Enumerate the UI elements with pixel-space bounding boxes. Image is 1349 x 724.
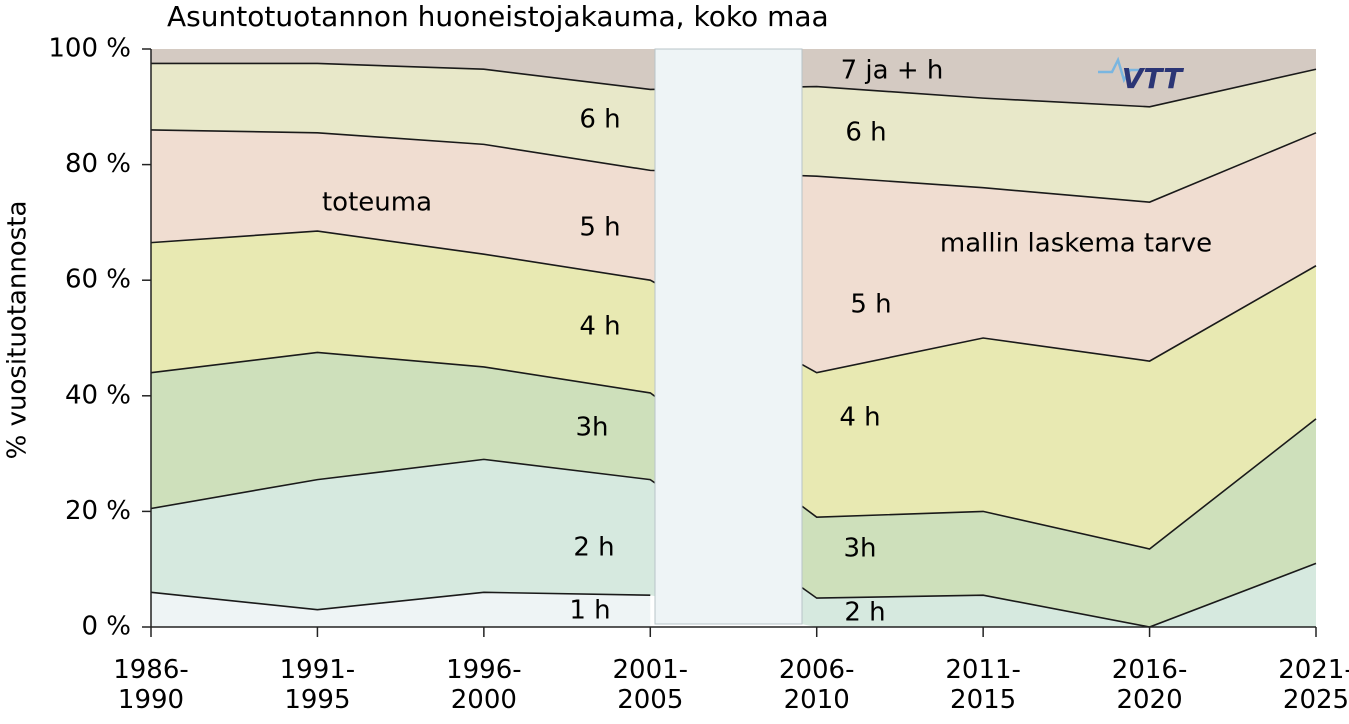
x-tick-label: 2006- 2010 bbox=[778, 655, 855, 715]
x-tick-label: 1996- 2000 bbox=[446, 655, 522, 715]
x-tick-label: 1991- 1995 bbox=[279, 655, 356, 715]
series-label: 6 h bbox=[845, 118, 886, 148]
logo-wave bbox=[1098, 56, 1140, 84]
series-label: 5 h bbox=[579, 213, 620, 243]
x-tick-label: 2011- 2015 bbox=[945, 655, 1021, 715]
x-tick-label: 2016- 2020 bbox=[1111, 655, 1188, 715]
series-label: 1 h bbox=[569, 596, 610, 626]
series-label: 2 h bbox=[844, 598, 885, 628]
series-label: 3h bbox=[575, 413, 608, 443]
area bbox=[151, 592, 651, 627]
series-label: 3h bbox=[843, 534, 876, 564]
y-tick-label: 80 % bbox=[65, 149, 131, 179]
logo: VTT bbox=[1122, 62, 1184, 95]
series-label: 4 h bbox=[579, 312, 620, 342]
y-axis-label: % vuosituotannosta bbox=[3, 201, 33, 460]
y-tick-label: 0 % bbox=[81, 612, 131, 642]
y-tick-label: 100 % bbox=[48, 34, 131, 64]
y-tick-label: 40 % bbox=[65, 380, 131, 410]
gap-box bbox=[654, 48, 803, 625]
x-tick-label: 2001- 2005 bbox=[612, 655, 689, 715]
y-tick-label: 20 % bbox=[65, 496, 131, 526]
x-tick-label: 1986- 1990 bbox=[113, 655, 189, 715]
y-tick-label: 60 % bbox=[65, 265, 131, 295]
series-label: 4 h bbox=[839, 403, 880, 433]
series-label: 7 ja + h bbox=[841, 56, 944, 86]
boundary-line bbox=[150, 591, 651, 611]
x-tick-label: 2021- 2025 bbox=[1278, 655, 1349, 715]
series-label: 2 h bbox=[573, 533, 614, 563]
series-label: 5 h bbox=[850, 290, 891, 320]
annotation: mallin laskema tarve bbox=[940, 229, 1212, 259]
chart-title: Asuntotuotannon huoneistojakauma, koko m… bbox=[167, 0, 829, 33]
annotation: toteuma bbox=[322, 188, 432, 218]
series-label: 6 h bbox=[579, 105, 620, 135]
